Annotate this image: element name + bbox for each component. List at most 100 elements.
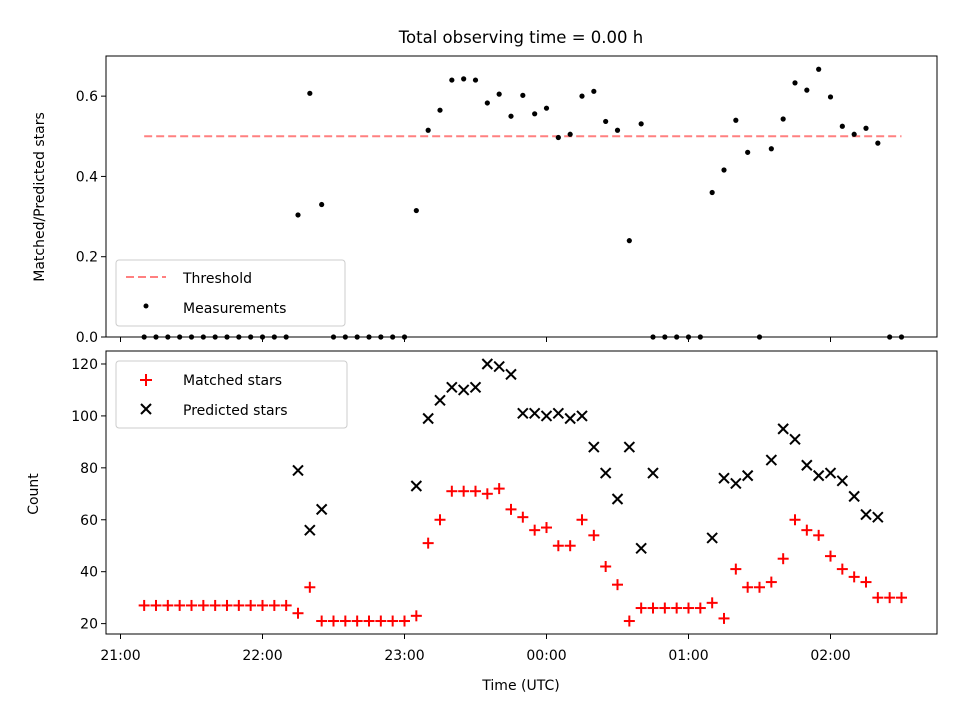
measurement-point: [295, 212, 301, 218]
measurement-point: [745, 149, 751, 155]
matched-star-point: [481, 488, 493, 500]
predicted-star-point: [528, 407, 541, 420]
predicted-star-point: [611, 493, 624, 505]
predicted-star-point: [730, 477, 742, 490]
matched-star-point: [683, 602, 694, 614]
matched-star-point: [754, 581, 765, 593]
matched-star-point: [671, 602, 683, 614]
predicted-star-point: [741, 469, 754, 482]
measurement-point: [319, 201, 325, 208]
matched-star-point: [517, 511, 529, 523]
measurement-point: [520, 92, 526, 98]
matched-star-point: [221, 599, 233, 611]
x-tick-label: 21:00: [100, 648, 140, 664]
matched-star-point: [387, 615, 399, 627]
y-tick-label: 80: [80, 461, 98, 477]
predicted-star-point: [848, 490, 860, 503]
measurement-point: [496, 91, 502, 97]
predicted-star-point: [801, 459, 813, 471]
matched-star-point: [541, 522, 552, 534]
measurement-point: [827, 94, 834, 100]
matched-star-point: [635, 602, 647, 614]
predicted-star-point: [410, 480, 423, 492]
predicted-star-point: [765, 454, 778, 466]
matched-star-point: [138, 599, 150, 611]
matched-star-point: [339, 615, 351, 627]
measurements-legend-label: Measurements: [183, 301, 286, 317]
threshold-legend-label: Threshold: [182, 271, 252, 287]
matched-star-point: [588, 529, 600, 541]
matched-star-point: [694, 602, 706, 614]
y-tick-label: 0.6: [76, 89, 98, 105]
legend-box: [115, 259, 346, 327]
y-tick-label: 100: [71, 409, 98, 425]
matched-star-point: [280, 599, 292, 611]
matched-star-point: [363, 615, 375, 627]
predicted-star-point: [872, 511, 884, 523]
measurement-point: [804, 87, 810, 93]
predicted-star-point: [647, 467, 659, 479]
top-plot: Total observing time = 0.00 h Matched/Pr…: [32, 28, 938, 346]
measurement-point: [508, 113, 514, 119]
predicted-star-point: [493, 360, 505, 373]
matched-star-point: [848, 571, 860, 583]
matched-star-point: [304, 581, 316, 593]
matched-star-point: [730, 563, 742, 575]
x-tick-label: 00:00: [526, 648, 566, 664]
x-tick-label: 22:00: [242, 648, 282, 664]
predicted-star-point: [434, 394, 446, 407]
predicted-star-point: [718, 472, 730, 484]
matched-star-point: [623, 615, 635, 627]
predicted-star-point: [635, 542, 647, 555]
matched-star-point: [470, 485, 481, 497]
x-axis-label: Time (UTC): [481, 678, 559, 694]
predicted-star-point: [599, 467, 612, 479]
predicted-star-point: [564, 412, 576, 425]
measurement-point: [579, 93, 585, 99]
y-tick-label: 40: [80, 565, 98, 581]
matched-star-point: [245, 599, 257, 611]
predicted-star-point: [789, 433, 801, 445]
matched-star-point: [801, 524, 813, 536]
measurements-legend-swatch: [143, 303, 149, 309]
predicted-star-point: [860, 508, 872, 521]
matched-star-point: [872, 592, 884, 604]
legend-box: [115, 360, 348, 429]
measurement-point: [461, 76, 467, 82]
measurement-point: [472, 77, 479, 83]
matched-star-point: [292, 607, 304, 619]
matched-legend-swatch: [140, 374, 152, 386]
measurement-point: [851, 131, 857, 137]
matched-star-point: [375, 615, 387, 627]
matched-star-point: [765, 576, 777, 588]
predicted-star-point: [812, 469, 825, 482]
measurement-point: [792, 80, 798, 86]
matched-star-point: [576, 514, 588, 526]
predicted-legend-label: Predicted stars: [183, 403, 288, 419]
predicted-star-point: [304, 524, 316, 536]
measurement-point: [839, 123, 845, 129]
predicted-star-point: [576, 410, 588, 422]
matched-star-point: [529, 524, 541, 536]
matched-star-point: [186, 599, 197, 611]
y-tick-label: 0.0: [76, 330, 98, 346]
matched-legend-label: Matched stars: [183, 373, 282, 389]
predicted-legend-swatch: [140, 403, 152, 415]
matched-star-point: [825, 550, 836, 562]
measurement-point: [425, 127, 431, 133]
x-tick-label: 02:00: [810, 648, 850, 664]
top-plot-frame: [105, 55, 938, 338]
measurement-point: [626, 238, 632, 244]
matched-star-point: [789, 514, 801, 526]
measurement-point: [638, 121, 644, 127]
matched-star-point: [446, 485, 458, 497]
matched-star-point: [351, 615, 363, 627]
matched-star-point: [410, 610, 422, 622]
matched-star-point: [612, 579, 623, 591]
predicted-star-point: [422, 412, 434, 425]
predicted-star-point: [517, 407, 529, 420]
y-tick-label: 0.4: [76, 169, 98, 185]
x-tick-label: 23:00: [384, 648, 424, 664]
measurement-point: [413, 207, 419, 214]
